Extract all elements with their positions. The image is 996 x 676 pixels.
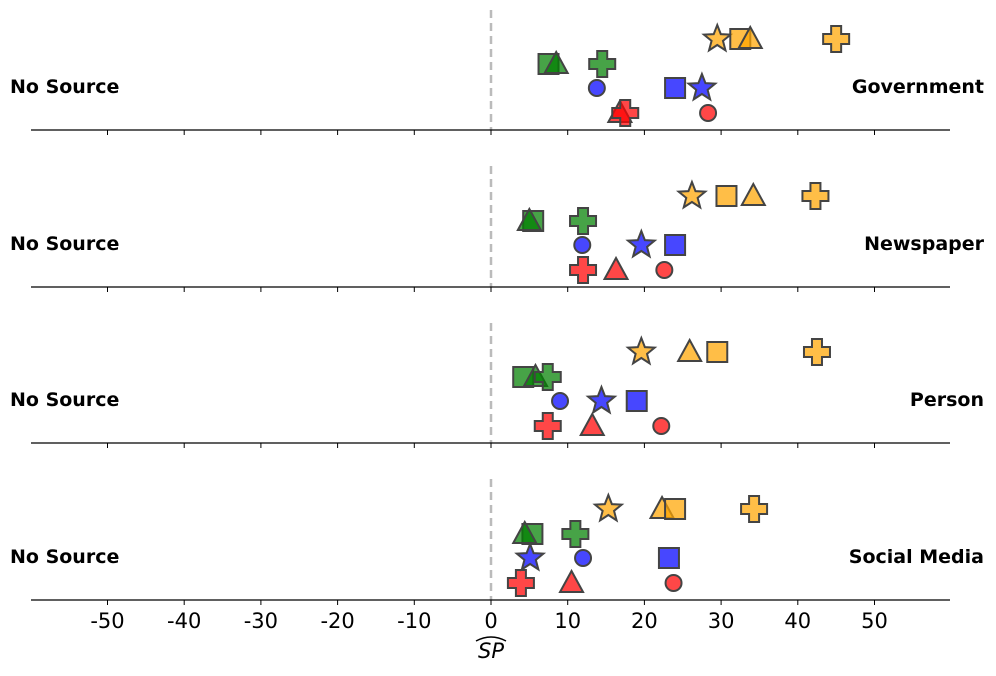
green-plus-marker: [561, 520, 590, 548]
panel-newspaper: No Source Newspaper: [10, 166, 985, 292]
x-tick-label: -20: [320, 609, 354, 633]
red-circle-marker: [652, 417, 671, 435]
panel-right-label: Government: [852, 76, 984, 98]
blue-square-marker: [664, 234, 687, 256]
green-plus-marker: [588, 50, 617, 78]
blue-circle-marker: [574, 549, 593, 567]
red-triangle-marker: [579, 411, 606, 436]
red-triangle-marker: [602, 255, 630, 280]
x-tick-label: 10: [554, 609, 581, 633]
x-tick-label: -10: [397, 609, 431, 633]
x-axis: -50 -40 -30 -20 -10 0 10 20 30 40 50: [90, 609, 888, 633]
orange-star-marker: [592, 492, 625, 523]
x-tick-label: 0: [484, 609, 497, 633]
blue-square-marker: [657, 547, 680, 569]
x-tick-label: 30: [708, 609, 735, 633]
panel-left-label: No Source: [10, 546, 119, 568]
red-circle-marker: [664, 574, 683, 592]
panel-right-label: Person: [910, 389, 984, 411]
panel-right-label: Newspaper: [864, 233, 985, 255]
panel-right-label: Social Media: [849, 546, 984, 568]
panel-left-label: No Source: [10, 233, 119, 255]
blue-circle-marker: [573, 236, 592, 254]
x-tick-label: -50: [90, 609, 124, 633]
orange-triangle-marker: [740, 181, 767, 206]
red-triangle-marker: [558, 568, 585, 593]
x-axis-label: SP: [478, 639, 504, 663]
blue-star-marker: [514, 541, 547, 572]
orange-star-marker: [675, 179, 708, 210]
green-triangle-marker: [511, 519, 538, 544]
blue-circle-marker: [551, 392, 570, 410]
red-circle-marker: [655, 261, 674, 279]
panel-government: No Source Government: [10, 10, 984, 135]
panel-left-label: No Source: [10, 389, 119, 411]
blue-star-marker: [625, 228, 658, 259]
red-plus-marker: [569, 256, 598, 284]
blue-star-marker: [685, 71, 718, 102]
orange-triangle-marker: [737, 24, 764, 49]
x-tick-label: 20: [631, 609, 658, 633]
red-plus-marker: [506, 569, 535, 597]
panel-left-label: No Source: [10, 76, 119, 98]
orange-star-marker: [625, 335, 658, 366]
panel-social-media: No Source Social Media: [10, 479, 984, 605]
x-tick-label: 40: [784, 609, 811, 633]
red-circle-marker: [699, 104, 718, 122]
orange-square-marker: [664, 498, 687, 520]
orange-square-marker: [706, 341, 729, 363]
orange-plus-marker: [802, 338, 831, 366]
blue-square-marker: [625, 390, 648, 412]
blue-square-marker: [664, 77, 687, 99]
panel-person: No Source Person: [10, 323, 984, 448]
red-plus-marker: [533, 412, 562, 440]
blue-star-marker: [585, 384, 618, 415]
x-axis-label-hat: [475, 636, 507, 642]
orange-plus-marker: [740, 495, 769, 523]
orange-plus-marker: [822, 25, 851, 53]
green-plus-marker: [533, 363, 562, 391]
green-triangle-marker: [543, 49, 570, 74]
red-plus-marker: [611, 99, 640, 127]
x-tick-label: -30: [244, 609, 278, 633]
x-tick-label: -40: [167, 609, 201, 633]
x-tick-label: 50: [861, 609, 888, 633]
green-triangle-marker: [516, 206, 543, 231]
blue-circle-marker: [587, 79, 606, 97]
orange-plus-marker: [801, 182, 830, 210]
orange-triangle-marker: [676, 337, 703, 362]
orange-star-marker: [701, 22, 734, 53]
orange-square-marker: [715, 185, 738, 207]
green-plus-marker: [569, 207, 598, 235]
